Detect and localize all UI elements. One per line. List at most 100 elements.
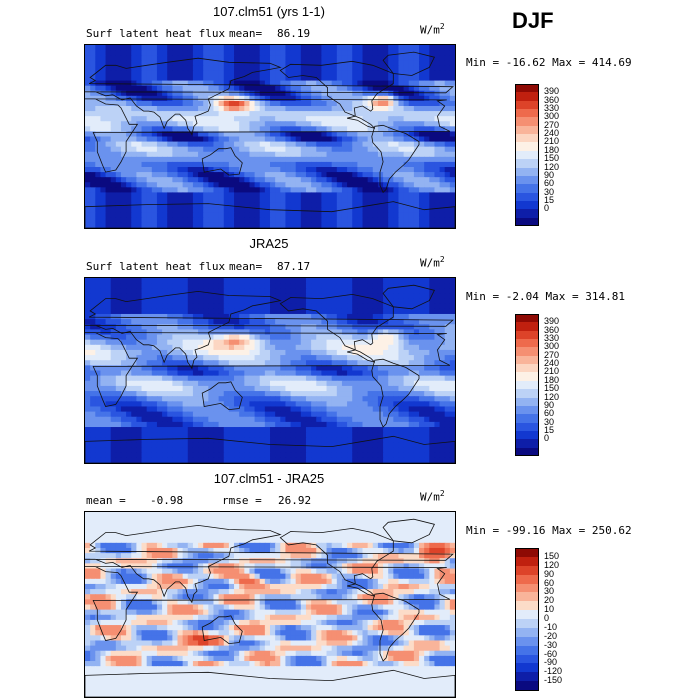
map-cell [187,192,194,199]
map-cell [341,298,348,305]
map-cell [393,192,400,199]
map-cell [177,365,184,372]
map-cell [254,111,261,117]
map-cell [300,90,307,97]
map-cell [439,319,446,325]
map-cell [90,161,96,168]
map-cell [198,380,204,387]
map-cell [105,391,112,397]
map-cell [388,95,394,102]
map-cell [234,141,240,148]
map-cell [162,60,168,66]
map-cell [244,182,251,188]
map-cell [223,365,230,372]
map-cell [141,344,148,351]
map-cell [300,172,307,178]
map-cell [85,288,91,295]
map-cell [100,411,107,418]
map-cell [198,207,204,214]
map-cell [120,50,127,56]
map-cell [403,182,410,188]
map-cell [146,45,153,51]
map-cell [213,303,220,310]
map-cell [264,55,271,61]
map-cell [331,380,338,387]
map-cell [110,313,117,320]
map-cell [182,212,189,219]
map-cell [151,95,158,102]
map-cell [198,121,204,127]
map-cell [321,70,328,77]
map-cell [141,85,148,92]
map-cell [95,339,102,346]
map-cell [126,161,132,168]
map-cell [203,197,209,204]
map-cell [372,283,379,289]
map-cell [198,60,204,66]
map-cell [388,161,394,168]
map-cell [264,442,271,449]
map-cell [393,329,400,336]
map-cell [187,136,194,143]
map-cell [377,136,384,143]
map-cell [357,385,364,392]
map-cell [249,95,256,102]
map-cell [434,344,441,351]
map-cell [305,136,312,143]
map-cell [126,156,132,163]
map-cell [218,55,225,61]
map-cell [398,375,405,382]
map-cell [228,136,235,143]
map-cell [357,146,364,153]
map-cell [352,365,358,372]
map-cell [372,380,379,387]
map-cell [429,385,436,392]
map-cell [429,303,436,310]
map-cell [141,401,148,408]
map-cell [398,55,405,61]
map-cell [429,207,436,214]
map-cell [357,100,364,107]
map-cell [311,111,317,117]
map-cell [146,85,153,92]
map-cell [275,116,281,122]
map-cell [367,416,374,423]
map-cell [388,396,394,402]
map-cell [85,136,91,143]
map-cell [146,80,153,87]
map-cell [280,212,287,219]
map-cell [372,396,379,402]
map-cell [198,197,204,204]
map-cell [100,182,107,188]
map-cell [285,70,292,77]
map-cell [167,421,173,428]
map-cell [316,45,322,51]
colorbar-tick-label: 150 [544,153,560,164]
map-cell [187,60,194,66]
map-cell [352,370,358,377]
map-cell [141,136,148,143]
map-cell [326,319,333,325]
map-cell [449,380,455,387]
map-cell [162,207,168,214]
map-cell [444,126,451,133]
map-cell [110,146,117,153]
map-cell [167,303,173,310]
map-cell [100,45,107,51]
map-cell [156,146,163,153]
map-cell [285,339,292,346]
map-cell [331,319,338,325]
map-cell [182,324,189,330]
map-cell [187,421,194,428]
map-cell [326,288,333,295]
map-cell [383,172,389,178]
map-cell [336,156,343,163]
map-cell [285,421,292,428]
map-cell [331,95,338,102]
map-cell [264,308,271,315]
map-cell [198,222,204,228]
map-cell [316,126,322,133]
map-cell [182,126,189,133]
map-cell [208,65,215,72]
map-cell [383,182,389,188]
